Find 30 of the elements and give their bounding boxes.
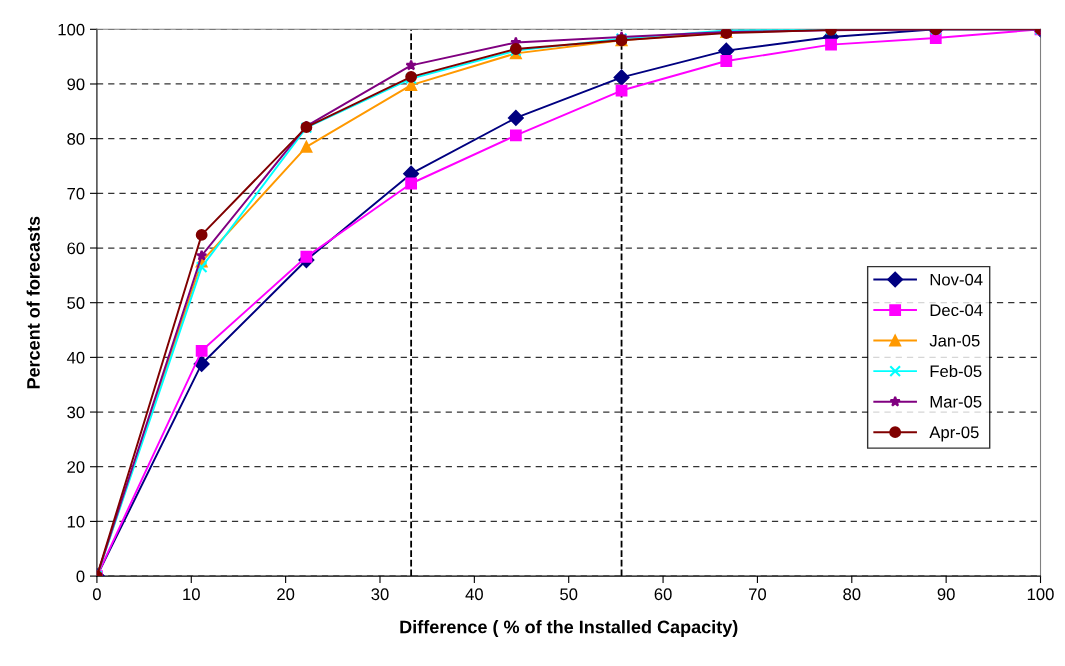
x-tick-label: 20: [277, 588, 295, 601]
x-tick-label: 80: [843, 588, 861, 601]
y-tick-label: 50: [67, 297, 85, 309]
y-axis-title: Percent of forecasts: [26, 216, 40, 389]
x-tick-label: 40: [465, 588, 483, 601]
x-tick-label: 90: [937, 588, 955, 601]
legend-label: Feb-05: [930, 364, 982, 378]
y-tick-label: 80: [67, 133, 85, 145]
x-tick-label: 50: [560, 588, 578, 601]
y-tick-label: 60: [67, 242, 85, 255]
y-tick-label: 90: [67, 78, 85, 91]
x-tick-label: 0: [92, 588, 101, 601]
legend-label: Nov-04: [930, 273, 983, 286]
legend-label: Mar-05: [930, 395, 982, 408]
legend-label: Apr-05: [929, 426, 979, 442]
y-tick-label: 0: [76, 570, 85, 583]
x-axis-title: Difference ( % of the Installed Capacity): [400, 620, 738, 637]
x-tick-label: 60: [654, 588, 672, 601]
y-tick-label: 20: [67, 461, 85, 473]
x-tick-label: 30: [371, 588, 389, 601]
y-tick-label: 70: [67, 187, 85, 200]
legend-label: Jan-05: [929, 334, 980, 347]
legend-label: Dec-04: [930, 304, 983, 317]
y-tick-label: 10: [67, 515, 85, 528]
x-tick-label: 70: [749, 588, 767, 601]
x-tick-label: 10: [183, 588, 200, 601]
y-tick-label: 30: [67, 406, 85, 419]
y-tick-label: 40: [66, 351, 85, 364]
y-tick-label: 100: [58, 23, 85, 36]
x-tick-label: 100: [1027, 588, 1054, 601]
